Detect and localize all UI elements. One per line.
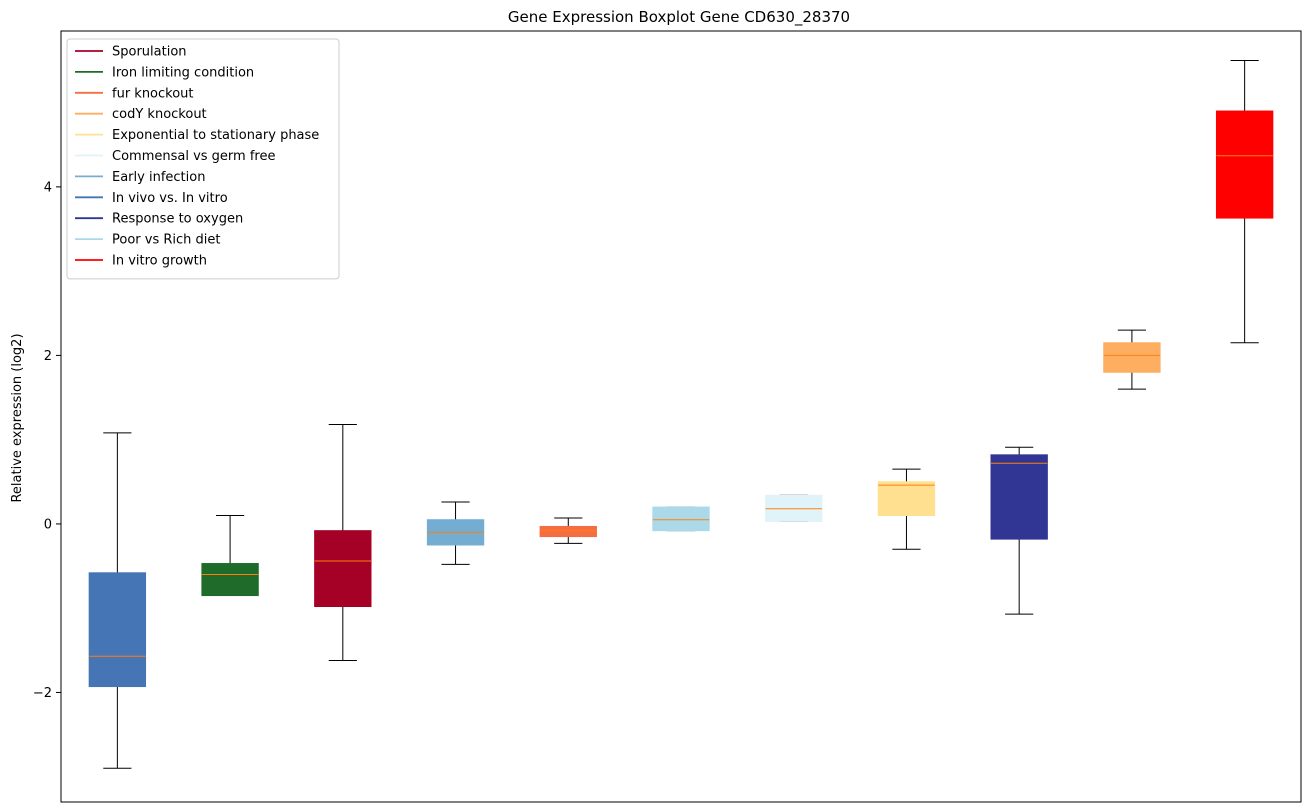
y-axis: −2 0 2 4 [33,180,61,701]
plot-frame [60,30,1302,803]
box-group [314,424,372,661]
box-iqr [88,572,147,688]
y-tick-label: 0 [44,517,52,532]
legend-label: Early infection [112,170,205,185]
box-group [1215,59,1274,344]
legend: Sporulation Iron limiting condition fur kn… [66,38,340,280]
box-group [877,468,936,550]
boxes-layer [88,59,1274,769]
box-iqr [201,563,259,597]
legend-label: Response to oxygen [112,212,243,227]
box-iqr [652,506,710,532]
box-iqr [1215,110,1274,219]
y-tick-label: −2 [33,686,52,701]
box-group [652,506,710,532]
box-iqr [314,530,372,608]
legend-box [66,38,340,280]
legend-label: fur knockout [112,86,194,101]
legend-label: Sporulation [112,45,187,60]
box-group [539,517,597,544]
y-tick-label: 4 [44,180,52,195]
legend-label: Iron limiting condition [112,65,254,80]
box-group [88,432,147,769]
box-iqr [1103,342,1161,373]
box-group [426,501,485,565]
box-iqr [539,525,597,538]
legend-label: codY knockout [112,107,207,122]
box-iqr [990,454,1048,540]
legend-label: Poor vs Rich diet [112,233,220,248]
box-group [990,446,1048,615]
y-axis-label: Relative expression (log2) [10,333,25,502]
legend-label: Exponential to stationary phase [112,128,319,143]
box-iqr [877,481,936,517]
box-group [1103,329,1161,390]
legend-label: In vitro growth [112,254,207,269]
chart-title: Gene Expression Boxplot Gene CD630_28370 [508,8,850,27]
legend-label: Commensal vs germ free [112,149,275,164]
box-group [765,494,823,522]
legend-label: In vivo vs. In vitro [112,191,228,206]
y-tick-label: 2 [44,349,52,364]
box-group [201,515,259,597]
